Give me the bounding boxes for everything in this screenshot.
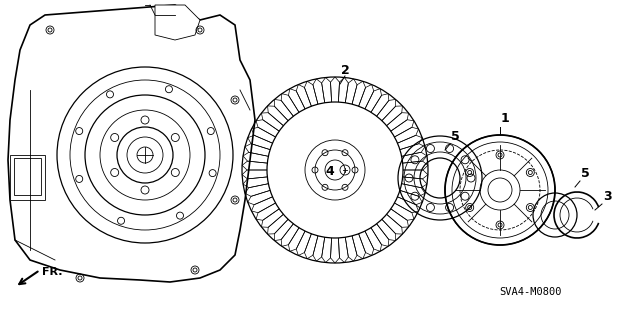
Bar [10,155,45,200]
Polygon shape [155,5,200,40]
Text: 5: 5 [580,167,589,180]
Text: 4: 4 [326,165,334,178]
Text: 1: 1 [500,112,509,125]
Bar [14,158,41,195]
Polygon shape [8,5,255,282]
Text: 2: 2 [340,64,349,77]
Text: FR.: FR. [42,267,63,277]
Text: 5: 5 [451,130,460,143]
Text: 3: 3 [603,190,611,203]
Text: SVA4-M0800: SVA4-M0800 [499,287,561,297]
